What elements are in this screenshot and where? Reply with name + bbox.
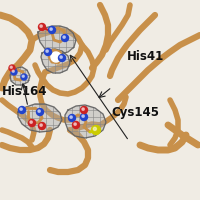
Circle shape	[60, 56, 62, 58]
Polygon shape	[18, 104, 62, 132]
Circle shape	[63, 36, 65, 38]
Circle shape	[80, 114, 88, 120]
Circle shape	[72, 121, 80, 129]
Circle shape	[38, 23, 46, 30]
Circle shape	[46, 50, 48, 52]
Circle shape	[70, 116, 72, 118]
Circle shape	[62, 34, 68, 42]
Polygon shape	[38, 26, 76, 54]
Polygon shape	[10, 67, 30, 85]
Text: His41: His41	[127, 50, 164, 63]
Text: His164: His164	[2, 85, 48, 98]
Circle shape	[50, 28, 52, 30]
Circle shape	[53, 54, 57, 58]
Circle shape	[40, 124, 42, 126]
Circle shape	[58, 54, 66, 62]
Circle shape	[11, 69, 17, 75]
Circle shape	[40, 25, 42, 27]
Circle shape	[38, 122, 46, 130]
Circle shape	[29, 119, 36, 127]
Circle shape	[10, 66, 12, 68]
Text: Cys145: Cys145	[111, 106, 159, 119]
Circle shape	[9, 65, 15, 71]
Circle shape	[30, 121, 32, 123]
Circle shape	[22, 75, 24, 77]
Circle shape	[74, 123, 76, 125]
Circle shape	[21, 74, 27, 80]
Polygon shape	[41, 49, 70, 73]
Circle shape	[51, 52, 61, 62]
Circle shape	[44, 48, 52, 55]
Circle shape	[68, 114, 76, 121]
Polygon shape	[10, 67, 30, 85]
Circle shape	[48, 26, 56, 33]
Circle shape	[82, 108, 84, 110]
Circle shape	[12, 70, 14, 72]
Polygon shape	[41, 49, 70, 73]
Circle shape	[36, 108, 44, 116]
Polygon shape	[65, 105, 106, 138]
Polygon shape	[38, 26, 76, 54]
Circle shape	[80, 106, 88, 114]
Circle shape	[82, 115, 84, 117]
Circle shape	[38, 110, 40, 112]
Circle shape	[93, 127, 96, 130]
Polygon shape	[18, 104, 62, 132]
Circle shape	[18, 106, 26, 114]
Polygon shape	[65, 105, 106, 138]
Circle shape	[20, 108, 22, 110]
Circle shape	[92, 126, 101, 134]
